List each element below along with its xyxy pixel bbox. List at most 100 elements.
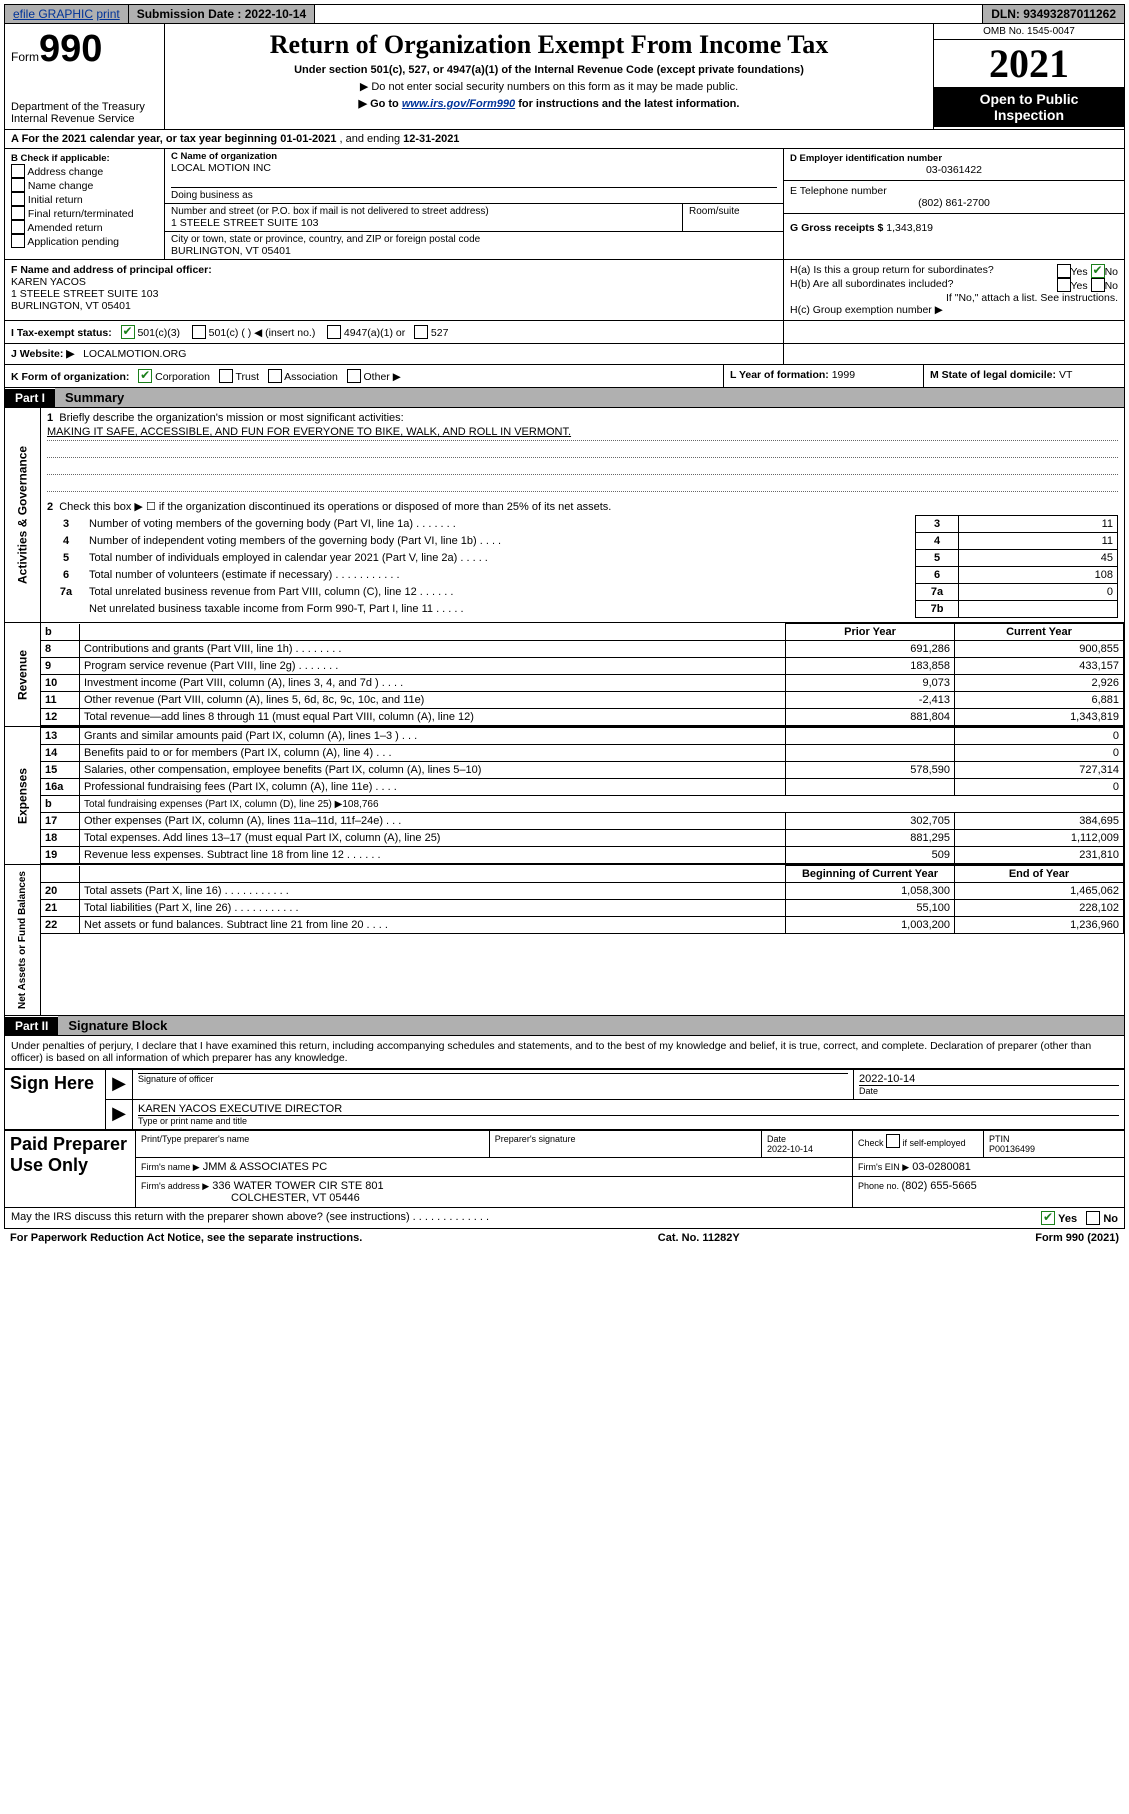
revenue-vlabel: Revenue — [5, 623, 41, 726]
sign-arrow-icon: ▶ — [106, 1070, 133, 1100]
b-option: Application pending — [11, 234, 158, 248]
section-h: H(a) Is this a group return for subordin… — [784, 260, 1124, 320]
section-klm: K Form of organization: ✔ Corporation Tr… — [4, 365, 1125, 388]
efile-link[interactable]: efile GRAPHIC — [13, 7, 93, 21]
omb-number: OMB No. 1545-0047 — [934, 24, 1124, 40]
firm-ein: 03-0280081 — [912, 1161, 971, 1173]
hb-no-checkbox[interactable] — [1091, 278, 1105, 292]
page-footer: For Paperwork Reduction Act Notice, see … — [4, 1229, 1125, 1247]
street-address: 1 STEELE STREET SUITE 103 — [171, 217, 676, 229]
sign-here-label: Sign Here — [10, 1073, 100, 1094]
submission-date: Submission Date : 2022-10-14 — [129, 5, 315, 23]
gross-receipts: 1,343,819 — [886, 222, 933, 234]
sign-here-block: Sign Here ▶ Signature of officer 2022-10… — [4, 1069, 1125, 1130]
revenue-row: 11Other revenue (Part VIII, column (A), … — [41, 692, 1124, 709]
b-option-checkbox[interactable] — [11, 192, 25, 206]
b-option: Initial return — [11, 192, 158, 206]
expense-row: 16aProfessional fundraising fees (Part I… — [41, 779, 1124, 796]
subtitle-3: ▶ Go to www.irs.gov/Form990 for instruct… — [171, 97, 927, 110]
tax-year: 2021 — [934, 40, 1124, 87]
sign-date: 2022-10-14 — [859, 1073, 1119, 1085]
k-corp-checkbox[interactable]: ✔ — [138, 369, 152, 383]
b-option: Amended return — [11, 220, 158, 234]
discuss-no-checkbox[interactable] — [1086, 1211, 1100, 1225]
netassets-row: 22Net assets or fund balances. Subtract … — [41, 917, 1124, 934]
expenses-vlabel: Expenses — [5, 727, 41, 864]
signature-line: Signature of officer — [138, 1073, 848, 1084]
netassets-section: Net Assets or Fund Balances Beginning of… — [4, 865, 1125, 1016]
ein: 03-0361422 — [790, 164, 1118, 176]
state-domicile: VT — [1059, 369, 1072, 381]
i-501c3-checkbox[interactable]: ✔ — [121, 325, 135, 339]
revenue-row: 8Contributions and grants (Part VIII, li… — [41, 641, 1124, 658]
form-id-cell: Form990 Department of the Treasury Inter… — [5, 24, 165, 129]
mission-statement: MAKING IT SAFE, ACCESSIBLE, AND FUN FOR … — [47, 424, 1118, 441]
k-trust-checkbox[interactable] — [219, 369, 233, 383]
k-other-checkbox[interactable] — [347, 369, 361, 383]
city-state-zip: BURLINGTON, VT 05401 — [171, 245, 777, 257]
hb-yes-checkbox[interactable] — [1057, 278, 1071, 292]
ag-row: Net unrelated business taxable income fr… — [47, 601, 1118, 618]
netassets-row: 21Total liabilities (Part X, line 26) . … — [41, 900, 1124, 917]
revenue-header: bPrior YearCurrent Year — [41, 624, 1124, 641]
discuss-preparer-row: May the IRS discuss this return with the… — [4, 1208, 1125, 1229]
ag-vlabel: Activities & Governance — [5, 408, 41, 622]
b-option: Final return/terminated — [11, 206, 158, 220]
section-j: J Website: ▶ LOCALMOTION.ORG — [4, 344, 1125, 365]
section-c: C Name of organization LOCAL MOTION INC … — [165, 149, 784, 259]
netassets-header: Beginning of Current YearEnd of Year — [41, 866, 1124, 883]
firm-phone: (802) 655-5665 — [902, 1180, 977, 1192]
i-501c-checkbox[interactable] — [192, 325, 206, 339]
expense-row: 13Grants and similar amounts paid (Part … — [41, 728, 1124, 745]
ag-row: 4Number of independent voting members of… — [47, 533, 1118, 550]
form-title: Return of Organization Exempt From Incom… — [171, 30, 927, 60]
ha-no-checkbox[interactable]: ✔ — [1091, 264, 1105, 278]
part-i-header: Part I Summary — [4, 388, 1125, 408]
print-link[interactable]: print — [96, 7, 119, 21]
b-option-checkbox[interactable] — [11, 206, 25, 220]
i-4947-checkbox[interactable] — [327, 325, 341, 339]
telephone: (802) 861-2700 — [790, 197, 1118, 209]
irs-label: Internal Revenue Service — [11, 113, 158, 125]
paid-preparer-label: Paid Preparer Use Only — [10, 1134, 130, 1176]
i-527-checkbox[interactable] — [414, 325, 428, 339]
line-a: A For the 2021 calendar year, or tax yea… — [4, 130, 1125, 149]
discuss-yes-checkbox[interactable]: ✔ — [1041, 1211, 1055, 1225]
ptin: P00136499 — [989, 1144, 1035, 1154]
irs-form990-link[interactable]: www.irs.gov/Form990 — [402, 98, 515, 110]
efile-button[interactable]: efile GRAPHIC print — [5, 5, 129, 23]
form-number: 990 — [39, 28, 102, 70]
b-option-checkbox[interactable] — [11, 178, 25, 192]
prep-date: 2022-10-14 — [767, 1144, 813, 1154]
officer-name: KAREN YACOS — [11, 276, 86, 288]
form-title-cell: Return of Organization Exempt From Incom… — [165, 24, 934, 129]
section-i: I Tax-exempt status: ✔ 501(c)(3) 501(c) … — [4, 321, 1125, 344]
expense-row: 14Benefits paid to or for members (Part … — [41, 745, 1124, 762]
penalty-declaration: Under penalties of perjury, I declare th… — [4, 1036, 1125, 1069]
firm-name: JMM & ASSOCIATES PC — [203, 1161, 328, 1173]
ag-row: 5Total number of individuals employed in… — [47, 550, 1118, 567]
part-i-ag: Activities & Governance 1 Briefly descri… — [4, 408, 1125, 623]
form-header: Form990 Department of the Treasury Inter… — [4, 24, 1125, 130]
k-assoc-checkbox[interactable] — [268, 369, 282, 383]
expenses-section: Expenses 13Grants and similar amounts pa… — [4, 727, 1125, 865]
netassets-row: 20Total assets (Part X, line 16) . . . .… — [41, 883, 1124, 900]
b-option-checkbox[interactable] — [11, 220, 25, 234]
netassets-table: Beginning of Current YearEnd of Year20To… — [41, 865, 1124, 934]
b-option-checkbox[interactable] — [11, 234, 25, 248]
paperwork-notice: For Paperwork Reduction Act Notice, see … — [10, 1232, 362, 1244]
revenue-row: 10Investment income (Part VIII, column (… — [41, 675, 1124, 692]
expense-row: 19Revenue less expenses. Subtract line 1… — [41, 847, 1124, 864]
b-option: Name change — [11, 178, 158, 192]
ha-yes-checkbox[interactable] — [1057, 264, 1071, 278]
cat-no: Cat. No. 11282Y — [658, 1232, 740, 1244]
officer-name-title: KAREN YACOS EXECUTIVE DIRECTOR — [138, 1103, 1119, 1115]
self-employed-checkbox[interactable] — [886, 1134, 900, 1148]
b-option-checkbox[interactable] — [11, 164, 25, 178]
ag-row: 3Number of voting members of the governi… — [47, 516, 1118, 533]
ag-table: 3Number of voting members of the governi… — [47, 515, 1118, 618]
subtitle-2: ▶ Do not enter social security numbers o… — [171, 80, 927, 93]
ag-row: 7aTotal unrelated business revenue from … — [47, 584, 1118, 601]
expense-row: 18Total expenses. Add lines 13–17 (must … — [41, 830, 1124, 847]
dln: DLN: 93493287011262 — [982, 5, 1124, 23]
